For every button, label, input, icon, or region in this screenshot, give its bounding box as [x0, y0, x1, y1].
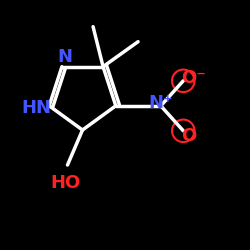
- Text: O: O: [181, 127, 196, 145]
- Text: HN: HN: [22, 99, 52, 117]
- Text: N⁺: N⁺: [148, 94, 173, 112]
- Text: N: N: [57, 48, 72, 66]
- Text: HO: HO: [50, 174, 80, 192]
- Text: O⁻: O⁻: [181, 69, 206, 87]
